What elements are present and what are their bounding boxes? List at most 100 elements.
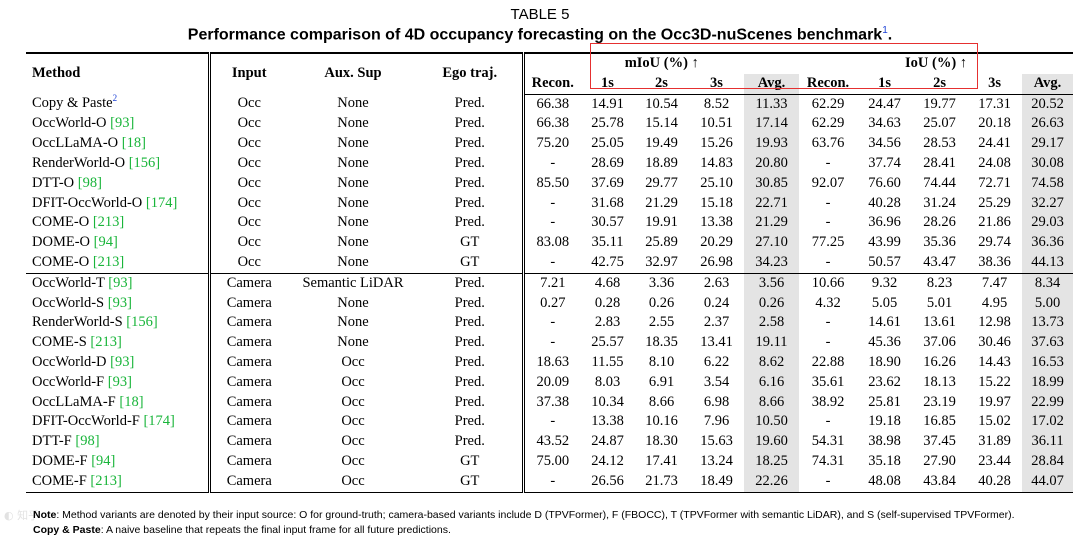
value-cell: 37.74 (868, 154, 901, 171)
value-cell: 34.23 (744, 252, 800, 274)
method-name: COME-O (32, 214, 90, 231)
method-name: COME-S (32, 334, 87, 351)
value-cell: 38.98 (868, 433, 901, 450)
citation-link[interactable]: [213] (90, 472, 122, 489)
title-footnote-link[interactable]: 1 (882, 25, 888, 36)
citation-link[interactable]: [93] (110, 115, 135, 132)
citation-link[interactable]: [213] (92, 214, 125, 231)
citation-link[interactable]: [156] (126, 314, 158, 331)
ego-traj-cell: Pred. (418, 432, 525, 452)
value-cell: 8.10 (648, 353, 675, 370)
value-cell: 37.38 (536, 393, 570, 410)
ego-traj-cell: Pred. (418, 213, 525, 234)
citation-link[interactable]: [213] (90, 334, 122, 351)
value-cell: 8.52 (703, 95, 730, 112)
citation-link[interactable]: [94] (91, 452, 116, 469)
citation-link[interactable]: [98] (77, 174, 102, 191)
citation-link[interactable]: [174] (145, 194, 178, 211)
value-cell: 21.86 (978, 214, 1011, 231)
value-cell: 25.81 (868, 393, 901, 410)
table-title-text: Performance comparison of 4D occupancy f… (187, 26, 883, 44)
method-name: COME-F (32, 472, 87, 489)
value-cell: 24.41 (978, 135, 1011, 152)
method-name: DFIT-OccWorld-F (32, 413, 140, 430)
method-name: OccLLaMA-F (32, 393, 116, 410)
value-cell: 16.85 (923, 413, 956, 430)
input-cell: Camera (226, 393, 272, 410)
value-cell: 10.50 (744, 412, 800, 433)
method-name: DOME-O (32, 234, 90, 251)
citation-link[interactable]: [93] (107, 294, 132, 311)
ego-traj-cell: Pred. (418, 313, 525, 334)
value-cell: 13.38 (700, 214, 733, 231)
ego-traj-cell: Pred. (418, 94, 525, 115)
method-cell: OccWorld-T [93] (26, 272, 211, 294)
method-cell: OccWorld-S [93] (26, 293, 211, 314)
table-row: DOME-F [94] Camera Occ GT 75.00 24.12 17.41 13.… (26, 451, 1074, 472)
citation-link[interactable]: [18] (121, 135, 146, 152)
value-cell: 2.37 (703, 314, 730, 331)
input-cell: Occ (237, 174, 261, 191)
value-cell: 19.49 (645, 135, 678, 152)
value-cell: 92.07 (811, 174, 845, 191)
value-cell: 32.97 (645, 253, 678, 270)
ego-traj-cell: Pred. (418, 352, 525, 373)
method-name: RenderWorld-S (32, 314, 123, 331)
value-cell: - (550, 413, 556, 430)
method-cell: DFIT-OccWorld-O [174] (26, 193, 211, 214)
aux-sup-cell: None (337, 214, 369, 231)
ego-traj-cell: Pred. (418, 173, 525, 194)
header-iou-avg: Avg. (1022, 73, 1074, 95)
footnote-link[interactable]: 2 (112, 93, 118, 104)
aux-sup-cell: None (337, 234, 369, 251)
citation-link[interactable]: [213] (92, 253, 125, 270)
value-cell: 2.83 (594, 314, 621, 331)
ego-traj-cell: Pred. (418, 114, 525, 135)
input-cell: Occ (237, 95, 261, 112)
value-cell: 24.87 (591, 433, 624, 450)
citation-link[interactable]: [174] (143, 413, 175, 430)
citation-link[interactable]: [156] (128, 154, 161, 171)
citation-link[interactable]: [18] (119, 393, 144, 410)
value-cell: 35.61 (811, 373, 845, 390)
table-body: Copy & Paste2 Occ None Pred. 66.38 14.91 10.54… (26, 93, 1074, 493)
value-cell: 19.91 (645, 214, 678, 231)
citation-link[interactable]: [93] (110, 353, 135, 370)
value-cell: 14.43 (978, 353, 1011, 370)
citation-link[interactable]: [93] (107, 373, 132, 390)
value-cell: - (523, 471, 581, 493)
value-cell: 36.36 (1022, 233, 1074, 253)
value-cell: 27.90 (923, 452, 956, 469)
value-cell: 6.22 (703, 353, 730, 370)
table-row: OccWorld-T [93] Camera Semantic LiDAR Pred.… (26, 272, 1074, 294)
header-aux-sup: Aux. Sup (288, 51, 418, 95)
value-cell: 35.18 (868, 452, 901, 469)
value-cell: 77.25 (811, 234, 845, 251)
citation-link[interactable]: [98] (75, 433, 100, 450)
value-cell: 14.91 (591, 95, 624, 112)
value-cell: 0.26 (744, 293, 800, 314)
value-cell: 31.89 (978, 433, 1011, 450)
value-cell: 62.29 (811, 115, 845, 132)
value-cell: 34.63 (868, 115, 901, 132)
input-cell: Occ (237, 214, 261, 231)
method-name: DFIT-OccWorld-O (32, 194, 143, 211)
method-cell: OccWorld-O [93] (26, 114, 211, 135)
aux-sup-cell: None (337, 194, 369, 211)
value-cell: 63.76 (811, 135, 845, 152)
value-cell: 19.93 (744, 134, 800, 154)
aux-sup-cell: None (337, 115, 369, 132)
header-row-groups: Method Input Aux. Sup Ego traj. mIoU (%)… (26, 51, 1074, 95)
citation-link[interactable]: [93] (108, 274, 133, 291)
aux-sup-cell: None (337, 174, 369, 191)
method-cell: RenderWorld-O [156] (26, 153, 211, 174)
value-cell: 11.55 (591, 353, 624, 370)
value-cell: 6.91 (648, 373, 675, 390)
method-cell: OccLLaMA-O [18] (26, 134, 211, 154)
citation-link[interactable]: [94] (93, 234, 118, 251)
header-miou-recon: Recon. (523, 73, 581, 95)
ego-traj-cell: GT (418, 471, 525, 493)
method-name: DTT-F (32, 433, 72, 450)
header-iou-3s: 3s (967, 73, 1023, 95)
input-cell: Camera (226, 294, 272, 311)
